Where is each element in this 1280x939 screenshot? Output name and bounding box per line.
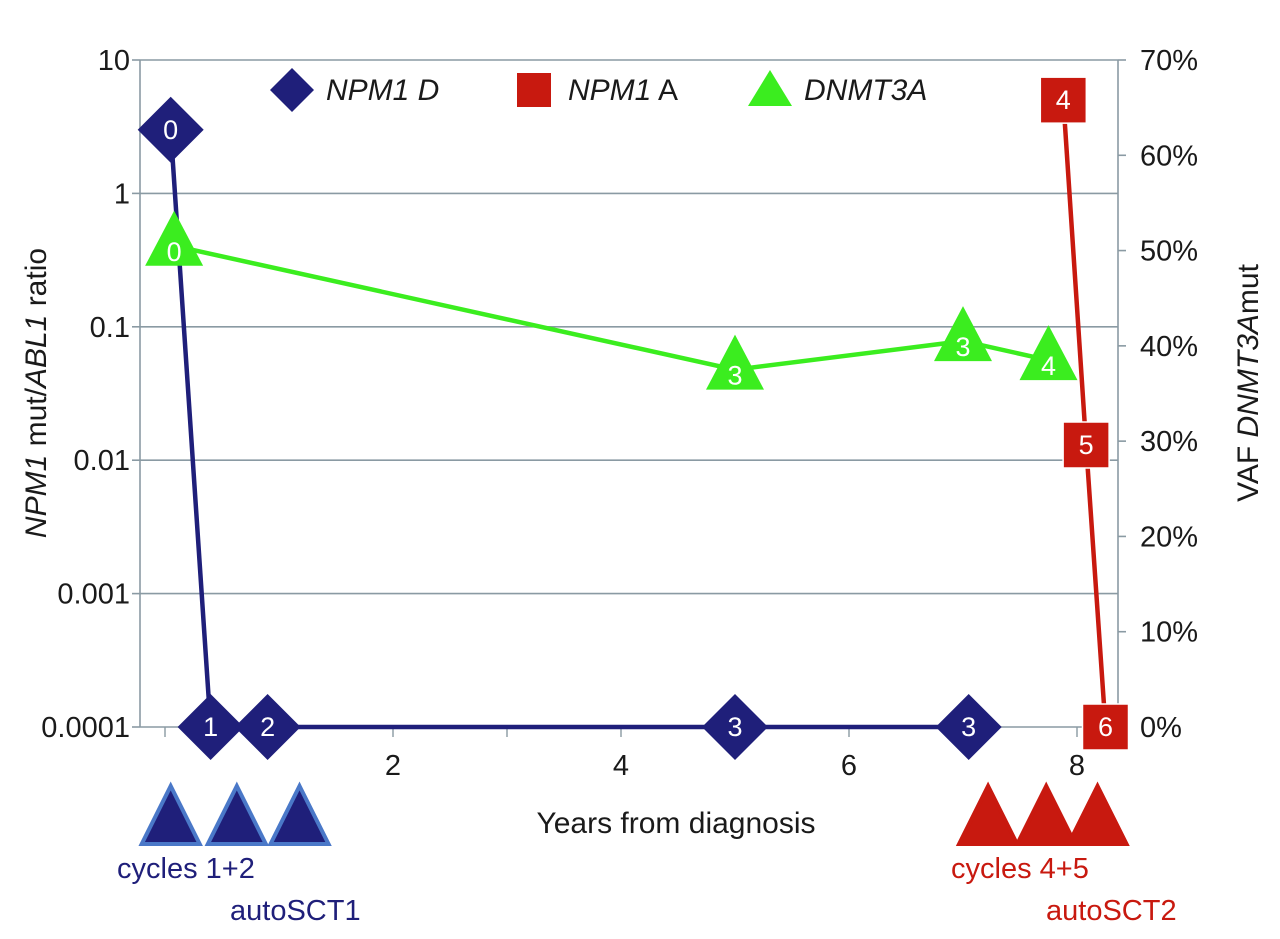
y-left-tick-label-3: 0.01 xyxy=(74,445,130,477)
point-label-dnmt3a-0: 0 xyxy=(167,237,182,267)
legend-0-marker xyxy=(270,68,314,112)
annotation-0: cycles 1+2 xyxy=(117,853,255,885)
point-label-dnmt3a-3: 4 xyxy=(1041,351,1056,381)
treatment-marker-4 xyxy=(1017,786,1075,844)
point-label-dnmt3a-2: 3 xyxy=(955,332,970,362)
y-right-tick-label-5: 50% xyxy=(1140,236,1198,268)
point-label-npm1-a-2: 6 xyxy=(1098,712,1113,742)
annotation-3: autoSCT2 xyxy=(1046,895,1177,927)
series-line-dnmt3a xyxy=(174,246,1048,370)
point-label-dnmt3a-1: 3 xyxy=(727,361,742,391)
y-right-tick-label-0: 0% xyxy=(1140,712,1182,744)
legend-0-label: NPM1 D xyxy=(326,74,439,107)
point-label-npm1-d-0: 0 xyxy=(163,115,178,145)
data-marks: 0 1 2 3 3 4 5 6 0 3 3 4 xyxy=(138,77,1129,760)
legend-1-marker xyxy=(517,73,551,107)
x-tick-label-2: 6 xyxy=(841,750,857,782)
x-tick-label-3: 8 xyxy=(1069,750,1085,782)
chart: 10 1 0.1 0.01 0.001 0.0001 0% 10% 20% 30% 40% 50% 60… xyxy=(0,0,1280,939)
x-axis-title: Years from diagnosis xyxy=(536,807,815,840)
y-left-tick-label-2: 0.1 xyxy=(90,312,130,344)
treatment-marker-0 xyxy=(142,786,200,844)
y-right-tick-label-1: 10% xyxy=(1140,617,1198,649)
y-right-tick-label-7: 70% xyxy=(1140,45,1198,77)
treatment-marker-1 xyxy=(208,786,266,844)
y-left-tick-label-0: 10 xyxy=(98,45,130,77)
legend-2-label: DNMT3A xyxy=(804,74,927,107)
treatment-marker-3 xyxy=(959,786,1017,844)
point-label-npm1-a-0: 4 xyxy=(1056,85,1071,115)
legend: NPM1 D NPM1 A DNMT3A xyxy=(270,68,927,112)
annotation-1: autoSCT1 xyxy=(230,895,361,927)
y-left-axis-title: NPM1 mut/ABL1 ratio xyxy=(20,248,53,538)
y-right-axis-title: VAF DNMT3Amut xyxy=(1232,263,1265,501)
y-right-tick-label-3: 30% xyxy=(1140,426,1198,458)
point-label-npm1-d-3: 3 xyxy=(727,712,742,742)
gridlines xyxy=(140,60,1118,727)
y-left-tick-label-5: 0.0001 xyxy=(41,712,130,744)
annotation-2: cycles 4+5 xyxy=(951,853,1089,885)
legend-2-marker xyxy=(748,70,792,106)
y-right-tick-label-2: 20% xyxy=(1140,521,1198,553)
series-line-npm1-d xyxy=(171,130,969,727)
y-right-tick-label-6: 60% xyxy=(1140,140,1198,172)
y-left-tick-label-1: 1 xyxy=(114,178,130,210)
y-right-tick-label-4: 40% xyxy=(1140,331,1198,363)
x-tick-label-0: 2 xyxy=(385,750,401,782)
point-label-npm1-a-1: 5 xyxy=(1079,430,1094,460)
point-label-npm1-d-2: 2 xyxy=(260,712,275,742)
treatment-marker-5 xyxy=(1069,786,1127,844)
point-label-npm1-d-4: 3 xyxy=(961,712,976,742)
x-tick-label-1: 4 xyxy=(613,750,629,782)
treatment-marker-2 xyxy=(271,786,329,844)
point-label-npm1-d-1: 1 xyxy=(203,712,218,742)
legend-1-label: NPM1 A xyxy=(568,74,678,107)
chart-svg: 1010.10.010.0010.0001 0%10%20%30%40%50%60… xyxy=(0,0,1280,939)
y-left-tick-label-4: 0.001 xyxy=(57,579,130,611)
